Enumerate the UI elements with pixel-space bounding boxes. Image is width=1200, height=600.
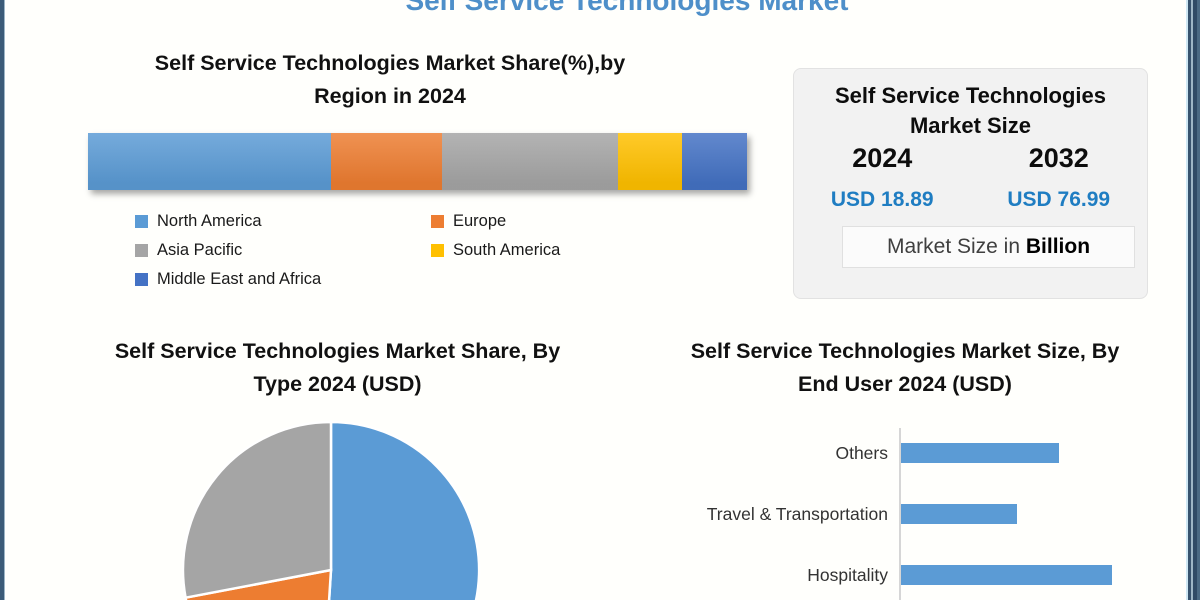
market-size-value-2032: USD 76.99 xyxy=(1007,188,1111,211)
type-pie-title-line2: Type 2024 (USD) xyxy=(253,372,422,396)
market-size-year-2032: 2032 xyxy=(1028,143,1089,173)
region-chart-title-line1: Self Service Technologies Market Share(%… xyxy=(154,51,626,75)
page-border-left xyxy=(0,0,6,600)
market-size-panel-title-line2: Market Size xyxy=(909,113,1032,138)
region-bar-segment-north-america xyxy=(88,133,332,190)
enduser-row-others: Others xyxy=(660,443,1059,463)
type-pie-svg xyxy=(181,420,481,600)
enduser-row-hospitality: Hospitality xyxy=(660,565,1112,585)
enduser-category-label: Travel & Transportation xyxy=(706,503,888,524)
legend-swatch-icon xyxy=(135,273,148,286)
region-bar-segment-middle-east-and-africa xyxy=(681,133,747,190)
enduser-bar xyxy=(901,443,1059,463)
legend-label: Middle East and Africa xyxy=(157,270,322,288)
market-size-years-row: 2024 2032 xyxy=(794,143,1147,174)
enduser-category-label: Hospitality xyxy=(807,564,888,585)
legend-label: North America xyxy=(157,212,262,230)
region-stacked-bar xyxy=(88,133,747,190)
type-pie-title-line1: Self Service Technologies Market Share, … xyxy=(114,339,561,363)
legend-swatch-icon xyxy=(431,244,444,257)
legend-swatch-icon xyxy=(135,244,148,257)
pie-slice-3 xyxy=(181,420,333,600)
market-size-value-2024: USD 18.89 xyxy=(830,188,934,211)
legend-label: Europe xyxy=(453,212,507,230)
market-size-unit-note-text: Market Size in xyxy=(886,235,1026,258)
market-size-unit-note-bold: Billion xyxy=(1025,235,1091,258)
enduser-row-travel-transportation: Travel & Transportation xyxy=(660,504,1017,524)
region-bar-segment-asia-pacific xyxy=(441,133,618,190)
market-size-year-2024: 2024 xyxy=(852,143,913,173)
page-border-right xyxy=(1185,0,1200,600)
market-size-unit-note: Market Size in Billion xyxy=(842,226,1135,268)
enduser-rows: Others Travel & Transportation Hospitality xyxy=(660,443,1180,600)
page-title: Self Service Technologies Market xyxy=(405,0,849,16)
legend-item-asia-pacific: Asia Pacific xyxy=(135,236,431,265)
market-size-panel-title: Self Service Technologies Market Size xyxy=(794,81,1147,141)
region-chart-title: Self Service Technologies Market Share(%… xyxy=(65,47,715,113)
legend-label: South America xyxy=(453,241,561,259)
market-size-panel: Self Service Technologies Market Size 20… xyxy=(793,68,1148,299)
legend-swatch-icon xyxy=(431,215,444,228)
enduser-bar xyxy=(901,504,1017,524)
enduser-chart-title-line2: End User 2024 (USD) xyxy=(798,372,1012,396)
market-size-panel-title-line1: Self Service Technologies xyxy=(834,83,1107,108)
legend-swatch-icon xyxy=(135,215,148,228)
market-size-values-row: USD 18.89 USD 76.99 xyxy=(794,182,1147,212)
region-bar-segment-europe xyxy=(331,133,442,190)
enduser-bar xyxy=(901,565,1112,585)
legend-label: Asia Pacific xyxy=(157,241,243,259)
enduser-chart-title-line1: Self Service Technologies Market Size, B… xyxy=(690,339,1120,363)
legend-item-north-america: North America xyxy=(135,207,431,236)
enduser-axis-line xyxy=(899,428,901,600)
legend-item-middle-east-and-africa: Middle East and Africa xyxy=(135,265,431,294)
legend-item-europe: Europe xyxy=(431,207,560,236)
legend-item-south-america: South America xyxy=(431,236,560,265)
type-pie-title: Self Service Technologies Market Share, … xyxy=(60,335,615,401)
region-chart-title-line2: Region in 2024 xyxy=(314,84,466,108)
enduser-category-label: Others xyxy=(835,442,888,463)
enduser-chart-title: Self Service Technologies Market Size, B… xyxy=(655,335,1155,401)
pie-slice-1 xyxy=(327,420,481,600)
region-bar-segment-south-america xyxy=(617,133,682,190)
region-legend: North America Asia Pacific Middle East and… xyxy=(135,207,560,294)
